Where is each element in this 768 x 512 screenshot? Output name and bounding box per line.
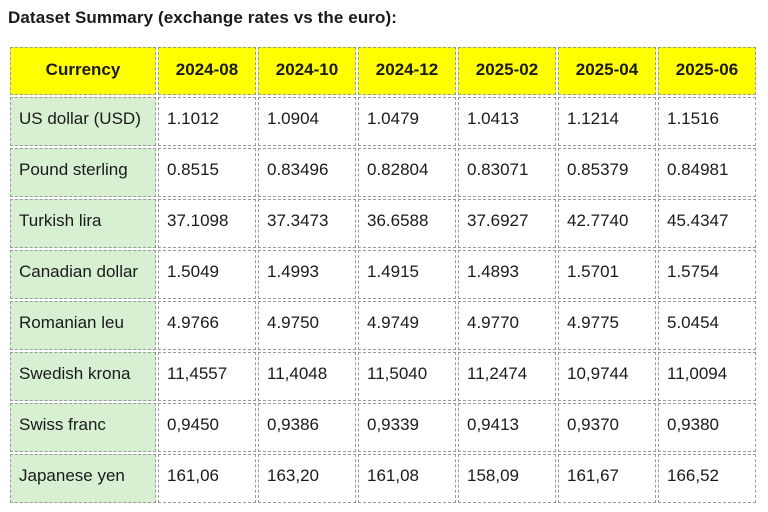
row-label-currency: Japanese yen [10, 454, 156, 503]
row-label-currency: Romanian leu [10, 301, 156, 350]
row-label-currency: Pound sterling [10, 148, 156, 197]
rate-value-cell: 4.9766 [158, 301, 256, 350]
header-cell-month: 2025-04 [558, 47, 656, 95]
rate-value-cell: 45.4347 [658, 199, 756, 248]
rate-value-cell: 1.4915 [358, 250, 456, 299]
rate-value-cell: 4.9775 [558, 301, 656, 350]
header-cell-currency: Currency [10, 47, 156, 95]
header-cell-month: 2024-12 [358, 47, 456, 95]
row-label-currency: Turkish lira [10, 199, 156, 248]
table-row: Turkish lira 37.1098 37.3473 36.6588 37.6927… [10, 199, 756, 248]
rate-value-cell: 0.83071 [458, 148, 556, 197]
rate-value-cell: 0,9450 [158, 403, 256, 452]
rate-value-cell: 0,9386 [258, 403, 356, 452]
rate-value-cell: 0.84981 [658, 148, 756, 197]
rate-value-cell: 1.4993 [258, 250, 356, 299]
rate-value-cell: 0,9339 [358, 403, 456, 452]
rate-value-cell: 161,67 [558, 454, 656, 503]
rate-value-cell: 1.0479 [358, 97, 456, 146]
row-label-currency: Swiss franc [10, 403, 156, 452]
rate-value-cell: 4.9750 [258, 301, 356, 350]
header-cell-month: 2025-02 [458, 47, 556, 95]
rate-value-cell: 163,20 [258, 454, 356, 503]
rate-value-cell: 0.83496 [258, 148, 356, 197]
rate-value-cell: 37.3473 [258, 199, 356, 248]
rate-value-cell: 1.5049 [158, 250, 256, 299]
header-cell-month: 2024-08 [158, 47, 256, 95]
rate-value-cell: 0.85379 [558, 148, 656, 197]
rate-value-cell: 37.6927 [458, 199, 556, 248]
rate-value-cell: 5.0454 [658, 301, 756, 350]
table-row: Canadian dollar 1.5049 1.4993 1.4915 1.4893 1… [10, 250, 756, 299]
table-body: US dollar (USD) 1.1012 1.0904 1.0479 1.0413 1… [10, 97, 756, 503]
header-cell-month: 2025-06 [658, 47, 756, 95]
rate-value-cell: 1.5754 [658, 250, 756, 299]
rate-value-cell: 161,06 [158, 454, 256, 503]
table-row: Romanian leu 4.9766 4.9750 4.9749 4.9770 4.97… [10, 301, 756, 350]
row-label-currency: Swedish krona [10, 352, 156, 401]
rate-value-cell: 1.1214 [558, 97, 656, 146]
rate-value-cell: 1.5701 [558, 250, 656, 299]
rate-value-cell: 0,9413 [458, 403, 556, 452]
row-label-currency: US dollar (USD) [10, 97, 156, 146]
exchange-rates-table: Currency 2024-08 2024-10 2024-12 2025-02 2025… [8, 45, 758, 505]
rate-value-cell: 161,08 [358, 454, 456, 503]
rate-value-cell: 1.1516 [658, 97, 756, 146]
rate-value-cell: 0,9380 [658, 403, 756, 452]
rate-value-cell: 37.1098 [158, 199, 256, 248]
table-row: Japanese yen 161,06 163,20 161,08 158,09 161,… [10, 454, 756, 503]
table-header-row: Currency 2024-08 2024-10 2024-12 2025-02 2025… [10, 47, 756, 95]
rate-value-cell: 1.4893 [458, 250, 556, 299]
table-row: Swiss franc 0,9450 0,9386 0,9339 0,9413 0,937… [10, 403, 756, 452]
rate-value-cell: 11,4048 [258, 352, 356, 401]
row-label-currency: Canadian dollar [10, 250, 156, 299]
rate-value-cell: 158,09 [458, 454, 556, 503]
rate-value-cell: 11,4557 [158, 352, 256, 401]
rate-value-cell: 11,0094 [658, 352, 756, 401]
table-row: US dollar (USD) 1.1012 1.0904 1.0479 1.0413 1… [10, 97, 756, 146]
rate-value-cell: 1.0904 [258, 97, 356, 146]
rate-value-cell: 0.8515 [158, 148, 256, 197]
rate-value-cell: 36.6588 [358, 199, 456, 248]
rate-value-cell: 4.9770 [458, 301, 556, 350]
page-title: Dataset Summary (exchange rates vs the e… [8, 8, 398, 27]
rate-value-cell: 0,9370 [558, 403, 656, 452]
rate-value-cell: 1.1012 [158, 97, 256, 146]
rate-value-cell: 11,5040 [358, 352, 456, 401]
rate-value-cell: 0.82804 [358, 148, 456, 197]
rate-value-cell: 10,9744 [558, 352, 656, 401]
header-cell-month: 2024-10 [258, 47, 356, 95]
table-row: Pound sterling 0.8515 0.83496 0.82804 0.8307… [10, 148, 756, 197]
rate-value-cell: 1.0413 [458, 97, 556, 146]
rate-value-cell: 166,52 [658, 454, 756, 503]
rate-value-cell: 11,2474 [458, 352, 556, 401]
rate-value-cell: 42.7740 [558, 199, 656, 248]
table-row: Swedish krona 11,4557 11,4048 11,5040 11,247… [10, 352, 756, 401]
rate-value-cell: 4.9749 [358, 301, 456, 350]
